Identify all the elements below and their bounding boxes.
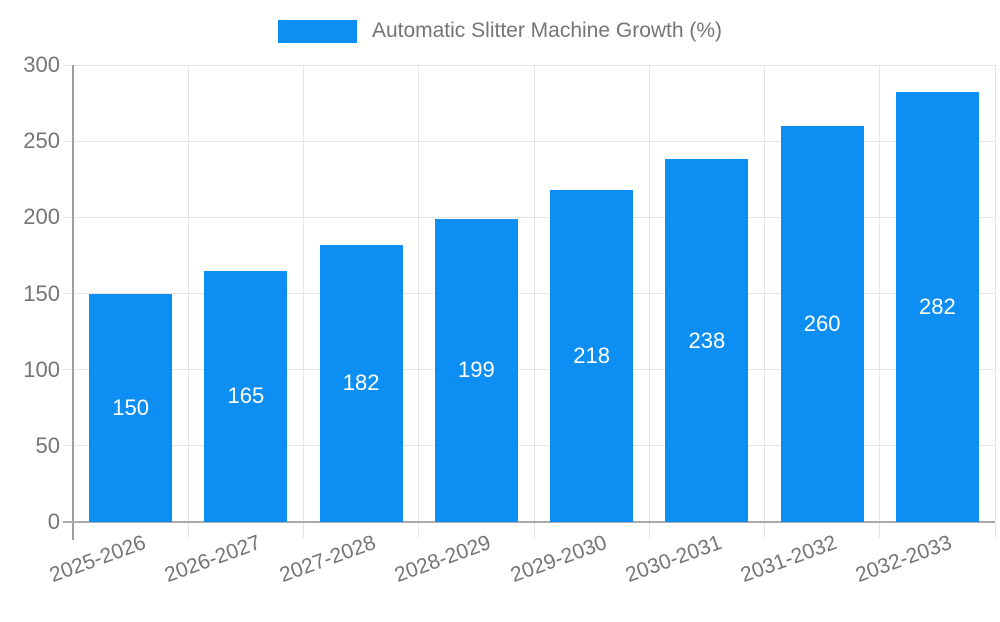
bar-chart: Automatic Slitter Machine Growth (%) 0 50… <box>0 17 1000 587</box>
bar-value-label: 218 <box>573 342 610 368</box>
y-axis-tick-label: 300 <box>23 52 60 77</box>
x-axis-category-label: 2031-2032 <box>737 531 840 587</box>
bar-value-label: 282 <box>919 294 956 320</box>
y-axis-tick-label: 50 <box>35 432 60 458</box>
bar-2026-2027[interactable]: 165 <box>204 270 288 522</box>
bar-2031-2032[interactable]: 260 <box>780 125 864 522</box>
legend: Automatic Slitter Machine Growth (%) <box>0 17 1000 45</box>
y-gridline <box>63 140 995 142</box>
bar-value-label: 150 <box>112 394 149 420</box>
y-axis-tick-label: 100 <box>23 356 60 382</box>
bar-2032-2033[interactable]: 282 <box>895 92 979 522</box>
bar-2029-2030[interactable]: 218 <box>550 189 634 522</box>
legend-series-label: Automatic Slitter Machine Growth (%) <box>371 19 723 42</box>
bar-value-label: 238 <box>688 327 726 353</box>
bar-value-label: 165 <box>227 383 265 409</box>
y-axis-tick-label: 250 <box>23 128 60 154</box>
y-gridline <box>63 445 995 447</box>
x-axis-category-label: 2028-2029 <box>391 531 495 587</box>
bar-value-label: 260 <box>803 310 841 336</box>
bar-2027-2028[interactable]: 182 <box>319 244 403 522</box>
x-gridline <box>994 65 996 538</box>
x-gridline <box>303 65 304 538</box>
bar-2028-2029[interactable]: 199 <box>434 218 518 522</box>
y-axis-tick-label: 200 <box>23 204 60 230</box>
y-gridline <box>63 293 995 294</box>
bar-value-label: 199 <box>458 357 495 383</box>
y-axis-tick-label: 0 <box>47 509 60 534</box>
y-axis-tick-label: 150 <box>23 280 60 306</box>
x-gridline <box>418 65 420 538</box>
x-gridline <box>648 65 650 538</box>
y-gridline <box>63 216 995 218</box>
bar-2025-2026[interactable]: 150 <box>89 293 173 522</box>
x-axis-category-label: 2026-2027 <box>161 531 264 587</box>
x-gridline <box>533 65 535 538</box>
bar-2030-2031[interactable]: 238 <box>665 159 749 522</box>
x-gridline <box>187 65 189 538</box>
y-gridline <box>63 369 995 371</box>
legend-swatch-icon <box>277 19 357 43</box>
x-axis-category-label: 2029-2030 <box>507 531 610 587</box>
x-axis-category-label: 2030-2031 <box>622 531 725 587</box>
x-axis-category-label: 2027-2028 <box>276 531 379 587</box>
x-gridline <box>764 65 765 538</box>
x-axis-line <box>63 521 995 523</box>
x-gridline <box>879 65 881 538</box>
y-axis-line <box>72 65 74 540</box>
x-axis-category-label: 2032-2033 <box>852 531 956 587</box>
bar-value-label: 182 <box>342 370 380 396</box>
y-gridline <box>63 64 995 66</box>
